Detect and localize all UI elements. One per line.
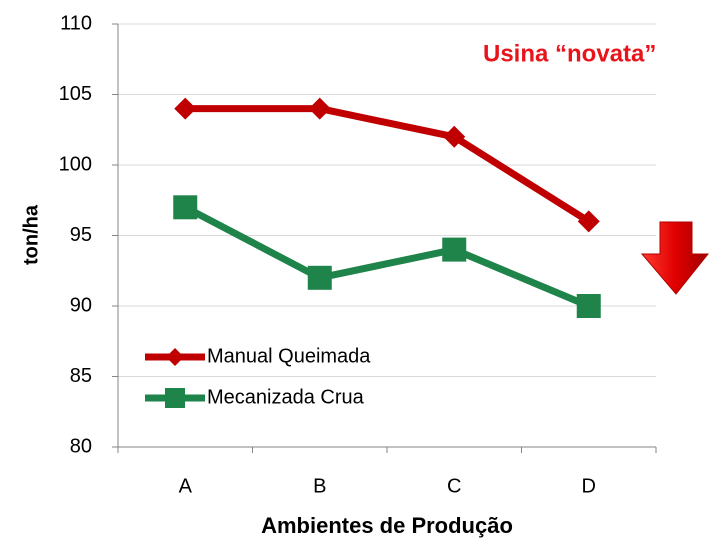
y-tick-label: 85: [70, 365, 92, 387]
y-tick-label: 110: [60, 12, 92, 34]
marker: [165, 388, 185, 408]
x-tick-label: A: [179, 475, 193, 497]
series-line: [183, 204, 591, 310]
y-tick-label: 100: [59, 153, 92, 175]
marker: [174, 97, 197, 120]
y-tick-label: 95: [70, 224, 92, 246]
y-tick-label: 105: [59, 83, 92, 105]
x-axis-label: Ambientes de Produção: [261, 513, 513, 538]
down-arrow: [640, 221, 710, 295]
marker: [307, 265, 332, 290]
series-line: [185, 105, 591, 225]
marker: [308, 97, 331, 120]
legend-label: Mecanizada Crua: [207, 386, 365, 408]
x-tick-label: D: [582, 475, 596, 497]
marker: [443, 125, 466, 148]
x-tick-label: C: [447, 475, 461, 497]
marker: [576, 294, 601, 318]
y-axis-label: ton/ha: [20, 204, 42, 265]
marker: [173, 195, 198, 220]
marker: [166, 348, 184, 366]
marker: [577, 210, 600, 233]
annotation: Usina “novata”: [483, 40, 656, 67]
y-tick-label: 90: [70, 294, 92, 316]
legend-label: Manual Queimada: [207, 345, 371, 367]
marker: [442, 237, 467, 262]
x-tick-label: B: [313, 475, 326, 497]
y-tick-label: 80: [70, 435, 92, 457]
